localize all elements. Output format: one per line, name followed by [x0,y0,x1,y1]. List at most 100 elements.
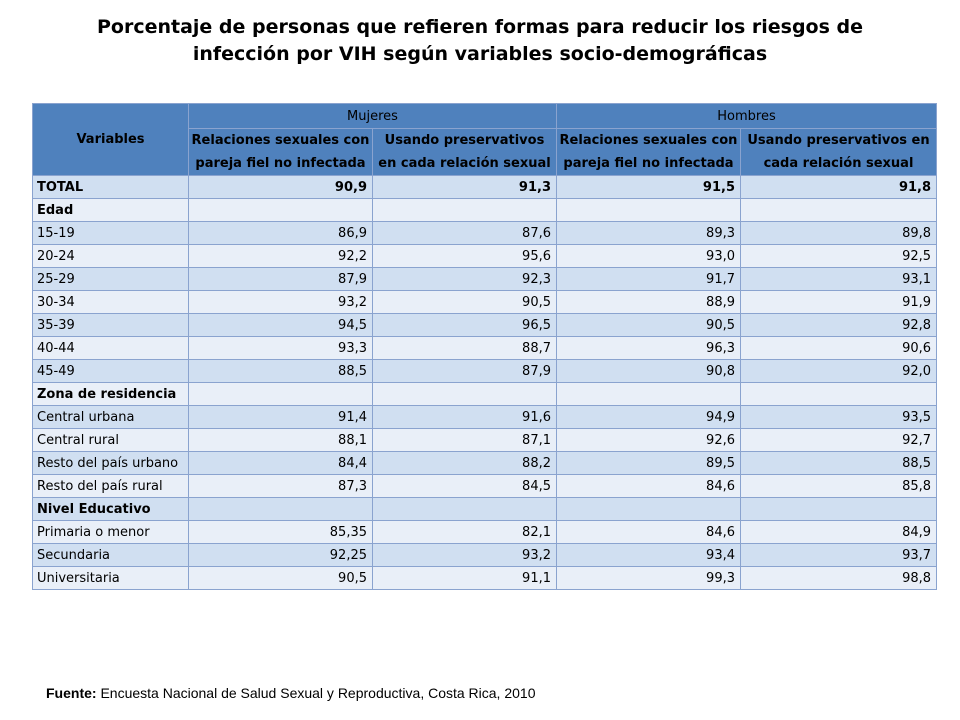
row-value-col1: 91,4 [188,405,373,429]
row-value-col2: 88,7 [372,336,557,360]
row-value-col3: 84,6 [556,474,741,498]
table-row: 30-34 93,2 90,5 88,9 91,9 [32,290,938,314]
source-label: Fuente: [46,685,97,701]
row-value-col3: 92,6 [556,428,741,452]
row-value-col2: 91,6 [372,405,557,429]
table-row: Nivel Educativo [32,497,938,521]
header-women-faithful-partner: Relaciones sexuales con pareja fiel no i… [188,128,373,176]
table-row: Secundaria 92,25 93,2 93,4 93,7 [32,543,938,567]
row-value-col1: 85,35 [188,520,373,544]
row-value-col2: 91,3 [372,175,557,199]
row-label: Resto del país rural [32,474,189,498]
row-value-col1 [188,497,373,521]
row-value-col2: 87,6 [372,221,557,245]
row-label: Primaria o menor [32,520,189,544]
row-label: Secundaria [32,543,189,567]
row-value-col1 [188,198,373,222]
row-value-col4: 90,6 [739,336,938,360]
row-value-col4 [739,198,938,222]
row-label: 45-49 [32,359,189,383]
title-line-2: infección por VIH según variables socio-… [192,43,768,65]
row-value-col1: 84,4 [188,451,373,475]
row-label: Central urbana [32,405,189,429]
row-value-col4: 93,5 [739,405,938,429]
row-label: Edad [32,198,189,222]
row-value-col3: 91,7 [556,267,741,291]
row-value-col1: 90,9 [188,175,373,199]
row-value-col4: 92,8 [739,313,938,337]
title-line-1: Porcentaje de personas que refieren form… [96,16,864,38]
header-variables: Variables [32,103,189,176]
row-label: 30-34 [32,290,189,314]
table-row: 15-19 86,9 87,6 89,3 89,8 [32,221,938,245]
row-value-col1: 86,9 [188,221,373,245]
row-value-col3: 93,0 [556,244,741,268]
row-value-col1: 93,3 [188,336,373,360]
row-value-col2: 93,2 [372,543,557,567]
table-row: TOTAL 90,9 91,3 91,5 91,8 [32,175,938,199]
row-value-col4: 91,8 [739,175,938,199]
row-value-col4: 91,9 [739,290,938,314]
row-value-col3: 90,8 [556,359,741,383]
row-value-col3: 84,6 [556,520,741,544]
header-women-condom-use: Usando preservativos en cada relación se… [372,128,557,176]
row-value-col1: 94,5 [188,313,373,337]
row-value-col1: 88,5 [188,359,373,383]
row-value-col4: 92,5 [739,244,938,268]
row-label: 20-24 [32,244,189,268]
header-men-faithful-partner: Relaciones sexuales con pareja fiel no i… [556,128,741,176]
table-row: 45-49 88,5 87,9 90,8 92,0 [32,359,938,383]
row-label: 40-44 [32,336,189,360]
table-row: 40-44 93,3 88,7 96,3 90,6 [32,336,938,360]
table-row: Primaria o menor 85,35 82,1 84,6 84,9 [32,520,938,544]
row-value-col2: 87,9 [372,359,557,383]
row-value-col1: 88,1 [188,428,373,452]
row-value-col1: 87,3 [188,474,373,498]
table-row: Resto del país rural 87,3 84,5 84,6 85,8 [32,474,938,498]
row-value-col2: 82,1 [372,520,557,544]
row-label: Nivel Educativo [32,497,189,521]
row-value-col1: 87,9 [188,267,373,291]
row-label: 35-39 [32,313,189,337]
row-value-col3 [556,198,741,222]
row-value-col3: 88,9 [556,290,741,314]
table-row: Resto del país urbano 84,4 88,2 89,5 88,5 [32,451,938,475]
table-row: Central rural 88,1 87,1 92,6 92,7 [32,428,938,452]
row-value-col1: 92,2 [188,244,373,268]
row-value-col3: 93,4 [556,543,741,567]
data-table: Variables Mujeres Hombres Relaciones sex… [32,103,938,590]
row-value-col4: 84,9 [739,520,938,544]
row-value-col2: 96,5 [372,313,557,337]
page-title: Porcentaje de personas que refieren form… [0,14,960,68]
row-value-col3: 89,3 [556,221,741,245]
row-value-col4 [739,497,938,521]
table-row: Central urbana 91,4 91,6 94,9 93,5 [32,405,938,429]
row-value-col4: 92,0 [739,359,938,383]
row-value-col1: 90,5 [188,566,373,590]
table-row: Zona de residencia [32,382,938,406]
row-value-col2: 95,6 [372,244,557,268]
row-value-col3: 90,5 [556,313,741,337]
row-value-col1 [188,382,373,406]
source-text: Encuesta Nacional de Salud Sexual y Repr… [96,685,536,701]
row-value-col4: 93,1 [739,267,938,291]
row-label: Central rural [32,428,189,452]
row-value-col1: 92,25 [188,543,373,567]
row-value-col4: 85,8 [739,474,938,498]
header-group-men: Hombres [555,103,938,129]
row-value-col4: 98,8 [739,566,938,590]
row-value-col2: 90,5 [372,290,557,314]
row-value-col3: 91,5 [556,175,741,199]
header-group-women: Mujeres [188,103,557,129]
row-value-col2: 91,1 [372,566,557,590]
row-value-col2 [372,497,557,521]
row-value-col3 [556,382,741,406]
row-label: 25-29 [32,267,189,291]
table-row: Edad [32,198,938,222]
table-row: 25-29 87,9 92,3 91,7 93,1 [32,267,938,291]
row-value-col3 [556,497,741,521]
row-value-col3: 99,3 [556,566,741,590]
table-body: TOTAL 90,9 91,3 91,5 91,8 Edad 15-19 86,9 87,6 89… [32,175,938,590]
source-note: Fuente: Encuesta Nacional de Salud Sexua… [46,685,535,701]
row-value-col2: 84,5 [372,474,557,498]
